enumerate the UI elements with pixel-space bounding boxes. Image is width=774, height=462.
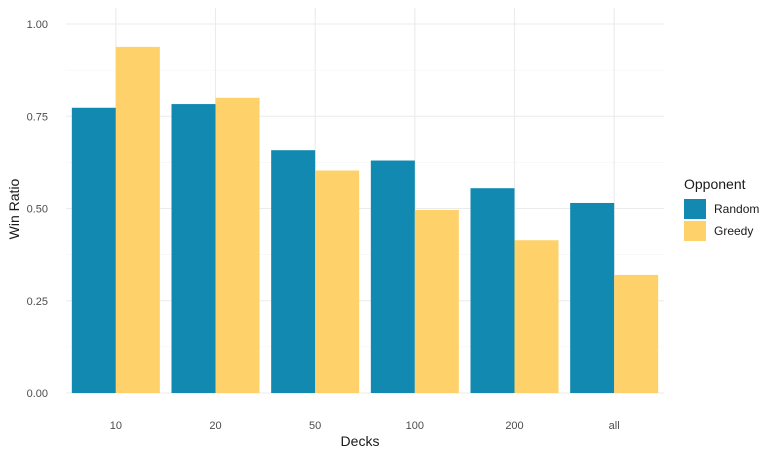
x-tick-label: 100 (406, 420, 424, 432)
bar-random-100 (370, 160, 415, 393)
y-tick-label: 0.00 (27, 388, 48, 400)
y-tick-label: 0.50 (27, 204, 48, 216)
bar-greedy-20 (215, 97, 260, 394)
legend-title: Opponent (684, 176, 746, 192)
bar-random-10 (71, 107, 116, 393)
bar-random-200 (470, 188, 515, 393)
x-tick-label: all (609, 420, 620, 432)
legend-label-greedy: Greedy (714, 224, 753, 238)
x-axis-title: Decks (341, 433, 380, 449)
bar-greedy-all (614, 274, 659, 393)
x-axis-ticks: 10 20 50 100 200 all (110, 420, 620, 432)
bar-random-50 (271, 150, 316, 393)
bar-greedy-50 (315, 170, 360, 393)
bar-greedy-10 (115, 46, 160, 394)
x-tick-label: 20 (209, 420, 221, 432)
y-tick-label: 0.25 (27, 296, 48, 308)
bar-random-20 (171, 104, 216, 393)
y-tick-label: 0.75 (27, 111, 48, 123)
x-tick-label: 200 (505, 420, 523, 432)
legend: Opponent Random Greedy (684, 176, 759, 241)
legend-key-random (684, 199, 706, 219)
x-tick-label: 10 (110, 420, 122, 432)
bar-greedy-200 (514, 240, 559, 393)
bar-random-all (570, 202, 615, 393)
bar-greedy-100 (414, 209, 459, 393)
y-axis-title: Win Ratio (6, 178, 22, 239)
y-tick-label: 1.00 (27, 19, 48, 31)
legend-label-random: Random (714, 202, 759, 216)
bars (71, 46, 659, 394)
y-axis-ticks: 0.00 0.25 0.50 0.75 1.00 (27, 19, 48, 400)
legend-key-greedy (684, 221, 706, 241)
legend-items: Random Greedy (684, 199, 759, 241)
x-tick-label: 50 (309, 420, 321, 432)
